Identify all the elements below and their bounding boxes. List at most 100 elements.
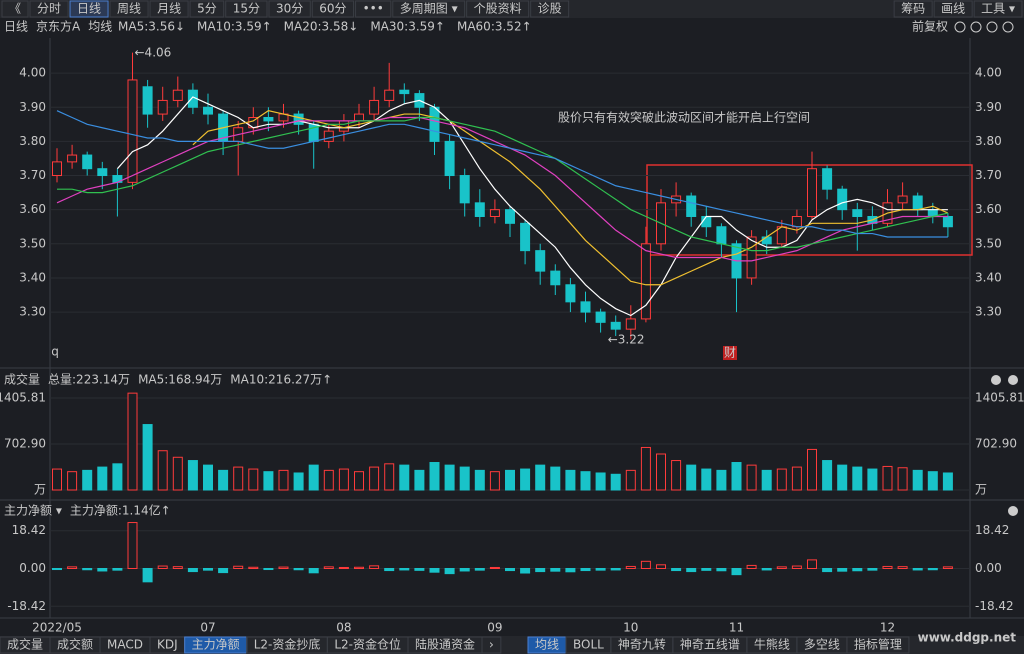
bar bbox=[761, 469, 772, 491]
toolbar-item[interactable]: ••• bbox=[363, 2, 384, 16]
bar bbox=[444, 568, 455, 575]
bar bbox=[897, 566, 908, 569]
toolbar-item[interactable]: 5分 bbox=[197, 2, 217, 16]
toolbar-item-button[interactable] bbox=[355, 0, 392, 18]
tab-bar bbox=[0, 636, 1024, 654]
candle-body bbox=[686, 195, 697, 217]
toolbar-item-button[interactable] bbox=[466, 0, 530, 18]
panel-header: MA10:216.27万↑ bbox=[230, 373, 332, 387]
toolbar-item-button[interactable] bbox=[109, 0, 149, 18]
toolbar-item-button[interactable] bbox=[149, 0, 189, 18]
icon[interactable] bbox=[970, 21, 982, 33]
bar bbox=[278, 469, 289, 491]
bar bbox=[157, 565, 168, 569]
tab[interactable]: 指标管理 bbox=[854, 637, 902, 652]
toolbar-item[interactable]: 月线 bbox=[157, 2, 181, 16]
toolbar-item[interactable]: 工具 ▾ bbox=[981, 2, 1015, 16]
candle-body bbox=[807, 168, 817, 217]
toolbar-item-button[interactable] bbox=[268, 0, 311, 18]
toolbar-item-button[interactable] bbox=[1, 0, 29, 18]
tab[interactable]: 成交额 bbox=[57, 637, 93, 652]
toolbar-item-button[interactable] bbox=[893, 0, 933, 18]
tab[interactable]: › bbox=[489, 638, 494, 652]
bar bbox=[625, 565, 636, 570]
tab[interactable]: 主力净额 bbox=[192, 638, 240, 652]
x-tick-label: 08 bbox=[336, 621, 351, 635]
bar bbox=[625, 469, 636, 491]
bar bbox=[791, 565, 802, 569]
tab[interactable]: 陆股通资金 bbox=[415, 637, 475, 652]
bar bbox=[837, 568, 848, 572]
toolbar-item-button[interactable] bbox=[973, 0, 1023, 18]
icon[interactable] bbox=[1002, 21, 1014, 33]
bar bbox=[203, 568, 213, 571]
x-tick-label: 12 bbox=[880, 621, 895, 635]
bar bbox=[459, 466, 470, 491]
toolbar-item[interactable]: 诊股 bbox=[538, 2, 562, 16]
toolbar-item-button[interactable] bbox=[189, 0, 225, 18]
y-tick-label: 3.60 bbox=[975, 202, 1002, 216]
icon[interactable] bbox=[991, 375, 1001, 385]
candle-body bbox=[897, 195, 908, 204]
panel-header: 总量:223.14万 bbox=[48, 373, 130, 387]
bar bbox=[248, 566, 259, 569]
toolbar-item[interactable]: 画线 bbox=[941, 2, 965, 16]
bar bbox=[157, 450, 168, 491]
candle-body bbox=[535, 250, 546, 272]
tab[interactable]: 成交量 bbox=[7, 637, 43, 652]
bar bbox=[807, 559, 817, 569]
bar bbox=[822, 460, 833, 491]
toolbar-item-button[interactable] bbox=[392, 0, 466, 18]
tab[interactable]: KDJ bbox=[157, 638, 178, 652]
ma-line bbox=[57, 116, 949, 252]
candle-body bbox=[565, 284, 576, 303]
toolbar-item[interactable]: 日线 bbox=[77, 2, 101, 16]
bar bbox=[731, 568, 742, 576]
toolbar-item-button[interactable] bbox=[311, 0, 355, 18]
toolbar-item-button[interactable] bbox=[933, 0, 973, 18]
toolbar-item[interactable]: 周线 bbox=[117, 2, 141, 16]
bar bbox=[97, 466, 108, 491]
candle-body bbox=[399, 89, 410, 95]
tab[interactable]: L2-资金抄底 bbox=[254, 637, 321, 652]
toolbar-item[interactable]: 筹码 bbox=[901, 2, 925, 16]
tab[interactable]: 多空线 bbox=[804, 638, 840, 652]
icon[interactable] bbox=[986, 21, 998, 33]
icon[interactable] bbox=[954, 21, 966, 33]
legend-entry: MA20:3.58↓ bbox=[284, 20, 359, 34]
toolbar-item-button[interactable] bbox=[29, 0, 69, 18]
annotation: ←4.06 bbox=[135, 46, 172, 60]
toolbar-item[interactable]: 个股资料 bbox=[474, 2, 522, 16]
toolbar-item-button[interactable] bbox=[69, 0, 109, 18]
tab-button[interactable] bbox=[481, 636, 502, 654]
tab[interactable]: BOLL bbox=[573, 638, 604, 652]
toolbar-item[interactable]: 分时 bbox=[37, 2, 61, 16]
icon[interactable] bbox=[1008, 375, 1018, 385]
bar bbox=[323, 566, 334, 570]
toolbar-item[interactable]: 30分 bbox=[276, 2, 303, 16]
y-tick-label: 万 bbox=[975, 483, 987, 497]
tab[interactable]: L2-资金仓位 bbox=[334, 637, 401, 652]
tab[interactable]: 神奇九转 bbox=[618, 637, 666, 652]
toolbar-item-button[interactable] bbox=[530, 0, 570, 18]
tab[interactable]: 牛熊线 bbox=[754, 637, 790, 652]
toolbar-item[interactable]: 多周期图 ▾ bbox=[400, 2, 458, 16]
tab[interactable]: 神奇五线谱 bbox=[680, 638, 740, 652]
bar bbox=[822, 568, 833, 573]
icon[interactable] bbox=[1008, 506, 1018, 516]
icons[interactable] bbox=[954, 21, 1018, 516]
bar bbox=[882, 565, 893, 570]
tab-button[interactable] bbox=[846, 636, 910, 654]
toolbar-item-button[interactable] bbox=[225, 0, 268, 18]
toolbar-item[interactable]: 《 bbox=[9, 2, 21, 16]
legend-entry: MA30:3.59↑ bbox=[370, 20, 445, 34]
tab[interactable]: 均线 bbox=[535, 638, 559, 652]
bar bbox=[82, 469, 93, 491]
ma-line bbox=[192, 110, 949, 286]
candle-body bbox=[67, 154, 78, 163]
toolbar-item[interactable]: 60分 bbox=[319, 2, 346, 16]
candle-body bbox=[384, 89, 395, 101]
tab[interactable]: MACD bbox=[107, 638, 143, 652]
bar bbox=[67, 566, 78, 570]
toolbar-item[interactable]: 15分 bbox=[233, 2, 260, 16]
